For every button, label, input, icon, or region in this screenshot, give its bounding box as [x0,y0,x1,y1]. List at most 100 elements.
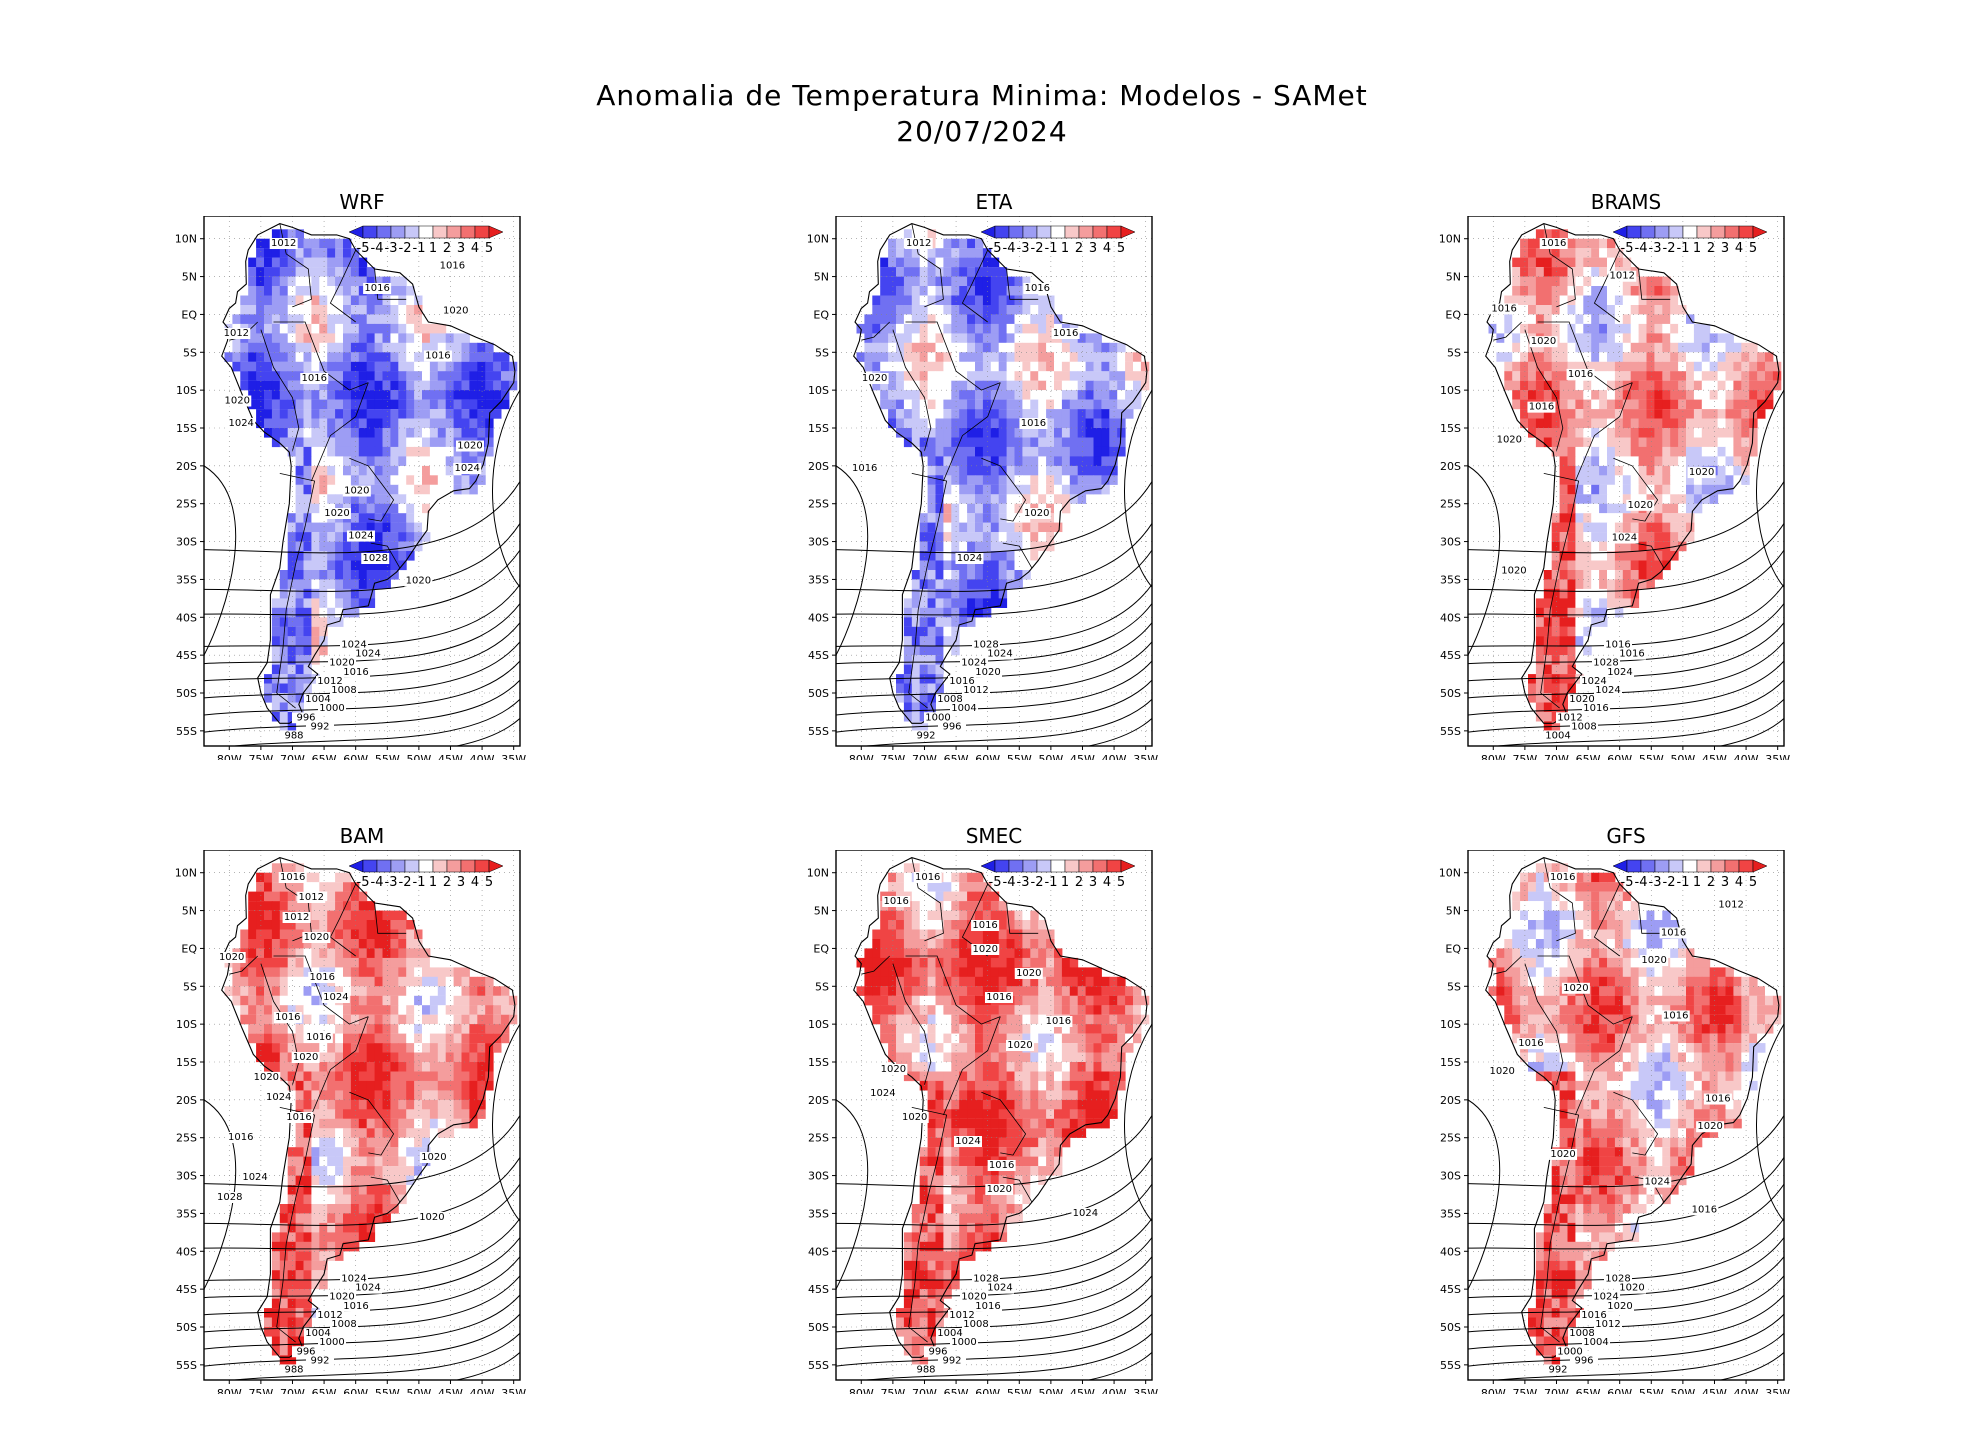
lat-tick-label: 40S [1440,1245,1461,1258]
isobar-label: 1024 [264,1092,293,1103]
colorbar-label: -2 [399,241,412,256]
svg-text:996: 996 [296,712,315,723]
svg-text:1020: 1020 [1497,434,1522,445]
isobar-label: 1016 [948,675,976,687]
isobar-label: 1024 [986,1282,1014,1294]
lat-tick-label: 45S [1440,649,1461,662]
svg-text:1000: 1000 [925,712,950,723]
lat-tick-label: EQ [181,308,197,321]
isobar-label: 1012 [948,1309,976,1321]
svg-text:1016: 1016 [1605,640,1630,651]
lat-tick-label: 55S [808,725,829,738]
lat-tick-label: 15S [176,422,197,435]
isobar-label: 1000 [318,1337,346,1349]
lat-tick-label: 50S [1440,1321,1461,1334]
svg-text:992: 992 [310,1355,329,1366]
isobar-label: 1024 [1610,532,1639,544]
isobar-label: 1020 [1687,467,1716,479]
svg-text:1020: 1020 [304,932,329,943]
colorbar-label: 5 [1749,241,1757,256]
lat-tick-label: 5S [815,980,829,993]
svg-text:1024: 1024 [961,658,986,669]
svg-text:1024: 1024 [454,463,479,474]
colorbar-label: -2 [1031,241,1044,256]
lat-tick-label: 35S [808,1207,829,1220]
isobar-labels: 1016101210161020102010161016102010161020… [1488,872,1746,1376]
isobar-label: 1020 [1495,434,1524,446]
lat-tick-label: 45S [808,1283,829,1296]
lon-tick-label: 60W [343,1387,368,1394]
svg-text:988: 988 [284,730,303,741]
isobar-label: 1008 [1568,1328,1596,1340]
isobar-label: 1012 [282,912,311,923]
isobar-labels: 1016101610161020102010161016102010201024… [868,872,1100,1376]
colorbar-label: -2 [1663,241,1676,256]
svg-text:1012: 1012 [317,676,342,687]
lon-tick-label: 65W [1576,753,1601,760]
isobar-label: 988 [912,1364,940,1376]
lon-tick-label: 35W [1133,1387,1158,1394]
lat-tick-label: 35S [176,1207,197,1220]
isobar-label: 1024 [1606,666,1634,678]
colorbar-label: -4 [371,241,384,256]
colorbar-label: -1 [1677,241,1690,256]
isobar-label: 1016 [987,1160,1016,1171]
isobar-label: 996 [292,1346,320,1358]
colorbar-label: 2 [1707,241,1715,256]
isobar-label: 1016 [1604,639,1632,651]
isobar-label: 1024 [986,648,1014,660]
colorbar-label: -4 [1635,875,1648,890]
isobar-label: 1016 [226,1132,255,1143]
lat-tick-label: 5S [815,346,829,359]
svg-text:1020: 1020 [1024,508,1049,519]
anomaly-field [224,229,518,731]
colorbar-label: -4 [1003,241,1016,256]
svg-text:1016: 1016 [949,676,974,687]
lat-tick-label: 30S [176,536,197,549]
country-borders [861,857,1039,1343]
svg-text:1016: 1016 [280,872,305,883]
isobar-label: 1024 [241,1172,270,1183]
isobar-label: 1024 [346,530,375,542]
lon-tick-label: 50W [1670,1387,1695,1394]
svg-text:1024: 1024 [228,418,253,429]
map-panel-wrf: WRF 1012 1016 1016 1020 1012 1016 1016 1020 1024 1… [150,190,542,760]
isobar-label: 1016 [278,872,307,883]
country-borders [861,223,1039,709]
colorbar-label: -2 [1663,875,1676,890]
lon-tick-label: 50W [406,1387,431,1394]
svg-text:1012: 1012 [317,1310,342,1321]
svg-text:1012: 1012 [963,685,988,696]
colorbar-label: 4 [1735,241,1743,256]
isobar-label: 1016 [850,463,879,474]
colorbar-label: -4 [1635,241,1648,256]
isobar-label: 1020 [1488,1065,1517,1077]
colorbar-label: -1 [1677,875,1690,890]
isobar-label: 1008 [962,1319,990,1330]
isobar-label: 1016 [342,1300,370,1312]
svg-text:1024: 1024 [341,1274,366,1285]
svg-text:1004: 1004 [951,703,976,714]
svg-text:1008: 1008 [1571,721,1596,732]
svg-text:996: 996 [942,721,961,732]
lat-tick-label: 55S [808,1359,829,1372]
panel-title-brams: BRAMS [1590,190,1662,214]
svg-text:992: 992 [916,730,935,741]
svg-text:1020: 1020 [1628,500,1653,511]
isobar-label: 1024 [953,1136,982,1147]
svg-text:1020: 1020 [406,576,431,587]
isobar-label: 1016 [1618,648,1646,660]
isobar-label: 1016 [304,1032,333,1043]
isobar-label: 1024 [354,648,382,660]
isobar-label: 1000 [318,703,346,715]
svg-text:1012: 1012 [1557,712,1582,723]
svg-text:1020: 1020 [443,306,468,317]
svg-text:1020: 1020 [293,1052,318,1063]
colorbar: -5 -4 -3 -2 -1 1 2 3 4 5 [980,859,1136,890]
lon-tick-label: 55W [1639,1387,1664,1394]
isobar-label: 1028 [1604,1273,1632,1285]
colorbar-label: 3 [457,241,465,256]
colorbar-label: 5 [485,241,493,256]
svg-text:1004: 1004 [1545,730,1570,741]
